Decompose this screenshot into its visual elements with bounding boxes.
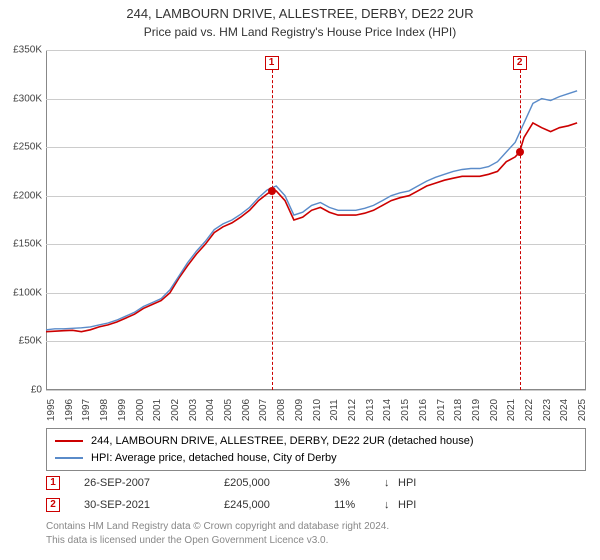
x-axis-label: 1999 (117, 399, 128, 421)
legend-row: 244, LAMBOURN DRIVE, ALLESTREE, DERBY, D… (55, 433, 577, 450)
x-axis-label: 2015 (400, 399, 411, 421)
y-axis-label: £150K (13, 239, 42, 250)
x-axis-label: 2018 (453, 399, 464, 421)
legend-swatch (55, 457, 83, 459)
chart-title: 244, LAMBOURN DRIVE, ALLESTREE, DERBY, D… (0, 0, 600, 23)
x-axis-label: 2019 (471, 399, 482, 421)
marker-line-2 (520, 70, 521, 390)
event-ref-label: HPI (398, 499, 416, 511)
x-axis-label: 2011 (329, 399, 340, 421)
y-axis-label: £200K (13, 190, 42, 201)
chart-plot-area: £0£50K£100K£150K£200K£250K£300K£350K 199… (46, 50, 586, 390)
event-pct: 11% (334, 499, 384, 511)
x-axis-label: 1998 (99, 399, 110, 421)
x-axis-label: 2012 (347, 399, 358, 421)
legend-swatch (55, 440, 83, 442)
footer-text: Contains HM Land Registry data © Crown c… (46, 520, 389, 547)
x-axis-label: 2003 (188, 399, 199, 421)
y-axis-label: £100K (13, 287, 42, 298)
event-badge: 1 (46, 476, 60, 490)
down-arrow-icon: ↓ (384, 477, 398, 489)
x-axis-label: 2017 (436, 399, 447, 421)
chart-subtitle: Price paid vs. HM Land Registry's House … (0, 23, 600, 39)
event-date: 26-SEP-2007 (84, 477, 224, 489)
event-row: 1 26-SEP-2007£205,0003%↓HPI (46, 472, 416, 494)
chart-lines (46, 50, 586, 390)
marker-badge-2: 2 (513, 56, 527, 70)
x-axis-label: 2013 (365, 399, 376, 421)
event-row: 2 30-SEP-2021£245,00011%↓HPI (46, 494, 416, 516)
legend-label: HPI: Average price, detached house, City… (91, 450, 337, 467)
event-date: 30-SEP-2021 (84, 499, 224, 511)
x-axis-label: 2025 (577, 399, 588, 421)
x-axis-label: 2020 (489, 399, 500, 421)
marker-badge-1: 1 (265, 56, 279, 70)
x-axis-label: 2022 (524, 399, 535, 421)
x-axis-label: 2024 (559, 399, 570, 421)
x-axis-label: 2023 (542, 399, 553, 421)
footer-line-2: This data is licensed under the Open Gov… (46, 534, 389, 548)
marker-line-1 (272, 70, 273, 390)
x-axis-label: 2001 (152, 399, 163, 421)
events-table: 1 26-SEP-2007£205,0003%↓HPI 2 30-SEP-2021£2… (46, 472, 416, 516)
x-axis-label: 1995 (46, 399, 57, 421)
event-badge: 2 (46, 498, 60, 512)
series-line-property (46, 123, 577, 332)
x-axis-label: 2021 (506, 399, 517, 421)
x-axis-label: 2004 (205, 399, 216, 421)
legend-label: 244, LAMBOURN DRIVE, ALLESTREE, DERBY, D… (91, 433, 474, 450)
event-ref-label: HPI (398, 477, 416, 489)
x-axis-label: 2000 (135, 399, 146, 421)
x-axis-label: 2002 (170, 399, 181, 421)
event-price: £205,000 (224, 477, 334, 489)
x-axis-label: 2014 (382, 399, 393, 421)
x-axis-label: 1997 (81, 399, 92, 421)
y-axis-label: £50K (19, 336, 42, 347)
footer-line-1: Contains HM Land Registry data © Crown c… (46, 520, 389, 534)
event-price: £245,000 (224, 499, 334, 511)
legend-box: 244, LAMBOURN DRIVE, ALLESTREE, DERBY, D… (46, 428, 586, 471)
y-axis-label: £300K (13, 93, 42, 104)
legend-row: HPI: Average price, detached house, City… (55, 450, 577, 467)
x-axis-label: 2016 (418, 399, 429, 421)
event-pct: 3% (334, 477, 384, 489)
x-axis-label: 2008 (276, 399, 287, 421)
x-axis-label: 2007 (258, 399, 269, 421)
x-axis-label: 2009 (294, 399, 305, 421)
x-axis-label: 2006 (241, 399, 252, 421)
down-arrow-icon: ↓ (384, 499, 398, 511)
x-axis-label: 1996 (64, 399, 75, 421)
x-axis-label: 2005 (223, 399, 234, 421)
marker-dot-2 (516, 148, 524, 156)
y-axis-label: £0 (31, 385, 42, 396)
gridline-h (46, 390, 586, 391)
y-axis-label: £250K (13, 142, 42, 153)
x-axis-label: 2010 (312, 399, 323, 421)
marker-dot-1 (268, 187, 276, 195)
y-axis-label: £350K (13, 45, 42, 56)
